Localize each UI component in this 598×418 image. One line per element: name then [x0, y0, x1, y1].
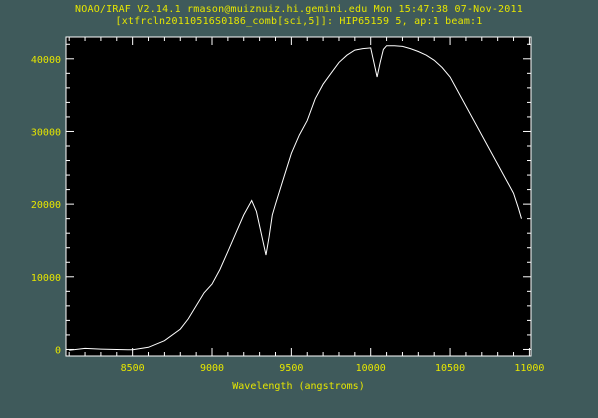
x-tick-label: 9000: [200, 363, 224, 374]
y-tick-label: 0: [55, 345, 61, 356]
axis-tick-labels: 8500 9000 9500 10000 10500 11000 0 10000 20000 30…: [31, 55, 545, 374]
x-tick-label: 10000: [356, 363, 386, 374]
spectrum-series-line: [69, 45, 522, 351]
plot-title: NOAO/IRAF V2.14.1 rmason@muiznuiz.hi.gem…: [75, 4, 523, 15]
x-tick-label: 9500: [279, 363, 303, 374]
plot-subtitle: [xtfrcln20110516S0186_comb[sci,5]]: HIP6…: [115, 16, 483, 27]
axis-ticks: [66, 37, 531, 356]
y-tick-label: 20000: [31, 200, 61, 211]
plot-area[interactable]: [65, 36, 532, 357]
y-tick-label: 40000: [31, 55, 61, 66]
x-axis-label: Wavelength (angstroms): [232, 381, 364, 392]
x-tick-label: 10500: [435, 363, 465, 374]
x-tick-label: 11000: [514, 363, 544, 374]
y-tick-label: 10000: [31, 273, 61, 284]
x-tick-label: 8500: [121, 363, 145, 374]
y-tick-label: 30000: [31, 127, 61, 138]
